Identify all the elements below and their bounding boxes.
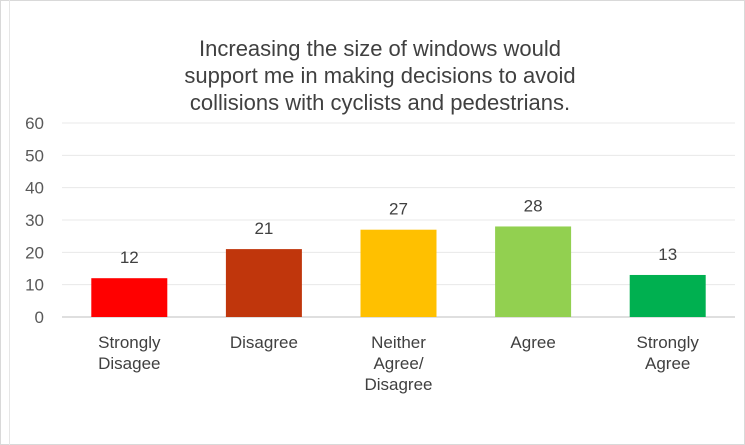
chart-title-line-2: support me in making decisions to avoid <box>184 63 576 88</box>
x-tick-label: Strongly Disagee <box>98 333 161 373</box>
data-labels: 12 21 27 28 13 <box>120 196 677 267</box>
data-label: 13 <box>658 245 677 264</box>
y-tick-label: 20 <box>25 243 44 262</box>
data-label: 21 <box>254 219 273 238</box>
data-label: 12 <box>120 248 139 267</box>
y-tick-label: 40 <box>25 179 44 198</box>
chart-title: Increasing the size of windows would sup… <box>60 35 700 116</box>
y-tick-label: 60 <box>25 114 44 133</box>
y-tick-label: 10 <box>25 276 44 295</box>
y-tick-label: 0 <box>35 308 44 327</box>
x-tick-label: Agree <box>510 333 555 352</box>
bar <box>495 226 572 317</box>
bar <box>225 249 302 317</box>
bar <box>629 274 706 317</box>
chart-title-line-1: Increasing the size of windows would <box>199 36 561 61</box>
x-axis: Strongly Disagee Disagree Neither Agree/Disa… <box>98 333 699 394</box>
frame-divider <box>9 0 10 445</box>
x-tick-label: Neither Agree/Disagree <box>364 333 432 394</box>
y-tick-label: 30 <box>25 211 44 230</box>
y-axis: 0 10 20 30 40 50 60 <box>25 114 44 327</box>
bar <box>91 278 168 317</box>
x-tick-label: Strongly Agree <box>637 333 700 373</box>
x-tick-label: Disagree <box>230 333 298 352</box>
bar <box>360 229 437 317</box>
bars <box>91 226 706 317</box>
y-tick-label: 50 <box>25 146 44 165</box>
data-label: 27 <box>389 200 408 219</box>
chart-title-line-3: collisions with cyclists and pedestrians… <box>189 90 571 115</box>
data-label: 28 <box>524 196 543 215</box>
